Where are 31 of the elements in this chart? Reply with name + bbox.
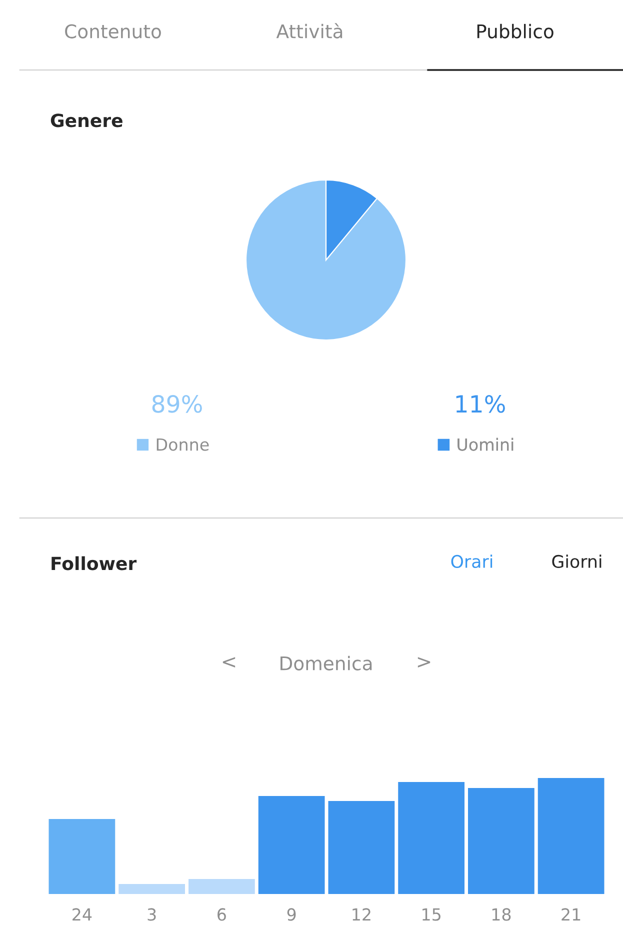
data-label: 89% (152, 394, 202, 413)
chart-title: Follower (52, 556, 137, 570)
x-tick-label: 6 (218, 908, 226, 921)
bar (328, 800, 395, 894)
bar (468, 788, 534, 894)
text: Orari (451, 554, 492, 568)
text: Attività (276, 23, 342, 38)
bar (258, 796, 325, 894)
x-tick-label: 3 (148, 908, 156, 921)
x-tick-label: 21 (562, 908, 580, 921)
text: > (418, 657, 430, 668)
text: Domenica (280, 656, 372, 670)
bar (398, 782, 465, 894)
bar (538, 778, 604, 894)
text: Contenuto (65, 24, 161, 38)
legend-label: Uomini (458, 438, 514, 451)
text: Pubblico (477, 24, 554, 38)
chart-title: Genere (50, 114, 122, 128)
x-tick-label: 18 (492, 908, 511, 921)
x-tick-label: 9 (287, 908, 296, 921)
legend-label: Donne (156, 438, 209, 451)
x-tick-label: 24 (72, 908, 92, 921)
pie-slice (245, 179, 407, 341)
x-tick-label: 15 (422, 908, 440, 921)
bar (48, 818, 116, 894)
data-label: 11% (456, 394, 505, 413)
text: < (222, 657, 236, 668)
text: Giorni (552, 554, 602, 568)
bar (118, 884, 186, 894)
bar (188, 879, 255, 894)
x-tick-label: 12 (352, 908, 370, 921)
